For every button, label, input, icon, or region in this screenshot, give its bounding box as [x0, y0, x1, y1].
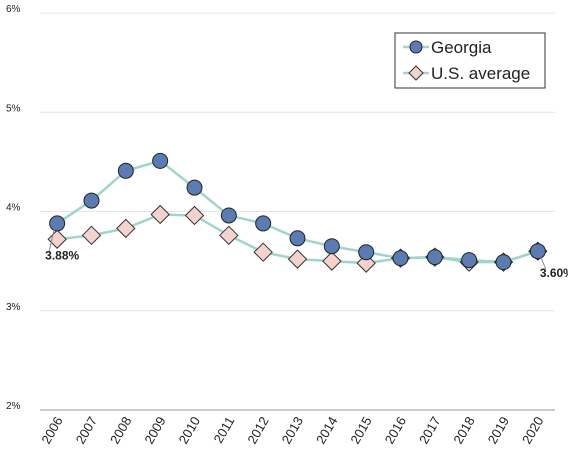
data-point [184, 205, 205, 226]
x-tick-label: 2018 [450, 414, 477, 447]
label-leader [540, 257, 547, 270]
x-tick-label: 2015 [347, 414, 374, 447]
x-tick-label: 2009 [141, 414, 168, 447]
legend-label: Georgia [431, 38, 492, 57]
data-point [461, 252, 478, 269]
data-point [322, 251, 342, 271]
data-point [81, 225, 102, 246]
data-point [117, 162, 134, 179]
data-point [392, 250, 409, 267]
data-point [116, 218, 136, 239]
data-point [529, 243, 546, 260]
x-tick-label: 2014 [313, 414, 340, 447]
y-tick-label: 2% [6, 401, 21, 412]
x-tick-label: 2016 [382, 414, 409, 447]
x-tick-label: 2012 [244, 414, 271, 447]
data-point [255, 215, 272, 232]
data-point [219, 225, 239, 246]
data-point [83, 192, 100, 209]
y-tick-label: 3% [6, 302, 21, 313]
legend-marker [408, 65, 424, 81]
data-point [323, 238, 340, 255]
x-tick-label: 2013 [279, 414, 306, 447]
x-tick-label: 2006 [38, 414, 65, 447]
data-point [358, 244, 375, 261]
data-point [186, 179, 203, 196]
data-point [253, 242, 273, 262]
data-point [220, 207, 237, 224]
data-point [150, 204, 170, 225]
legend-marker [409, 40, 423, 54]
x-tick-label: 2010 [176, 414, 203, 447]
data-point [289, 230, 306, 247]
data-label: 3.88% [45, 248, 79, 262]
label-leader [48, 229, 55, 252]
data-point [49, 215, 66, 232]
x-tick-label: 2017 [416, 414, 443, 447]
data-point [426, 249, 443, 266]
x-tick-label: 2020 [519, 414, 546, 447]
x-tick-label: 2011 [210, 414, 237, 446]
legend-label: U.S. average [431, 64, 530, 83]
data-point [495, 254, 512, 271]
x-tick-label: 2007 [73, 414, 100, 447]
y-tick-label: 5% [6, 103, 21, 114]
y-tick-label: 6% [6, 4, 21, 15]
y-tick-label: 4% [6, 203, 21, 214]
x-tick-label: 2008 [107, 414, 134, 447]
data-point [152, 152, 169, 169]
data-label: 3.60% [540, 266, 568, 280]
x-tick-label: 2019 [485, 414, 512, 447]
data-point [287, 249, 308, 269]
